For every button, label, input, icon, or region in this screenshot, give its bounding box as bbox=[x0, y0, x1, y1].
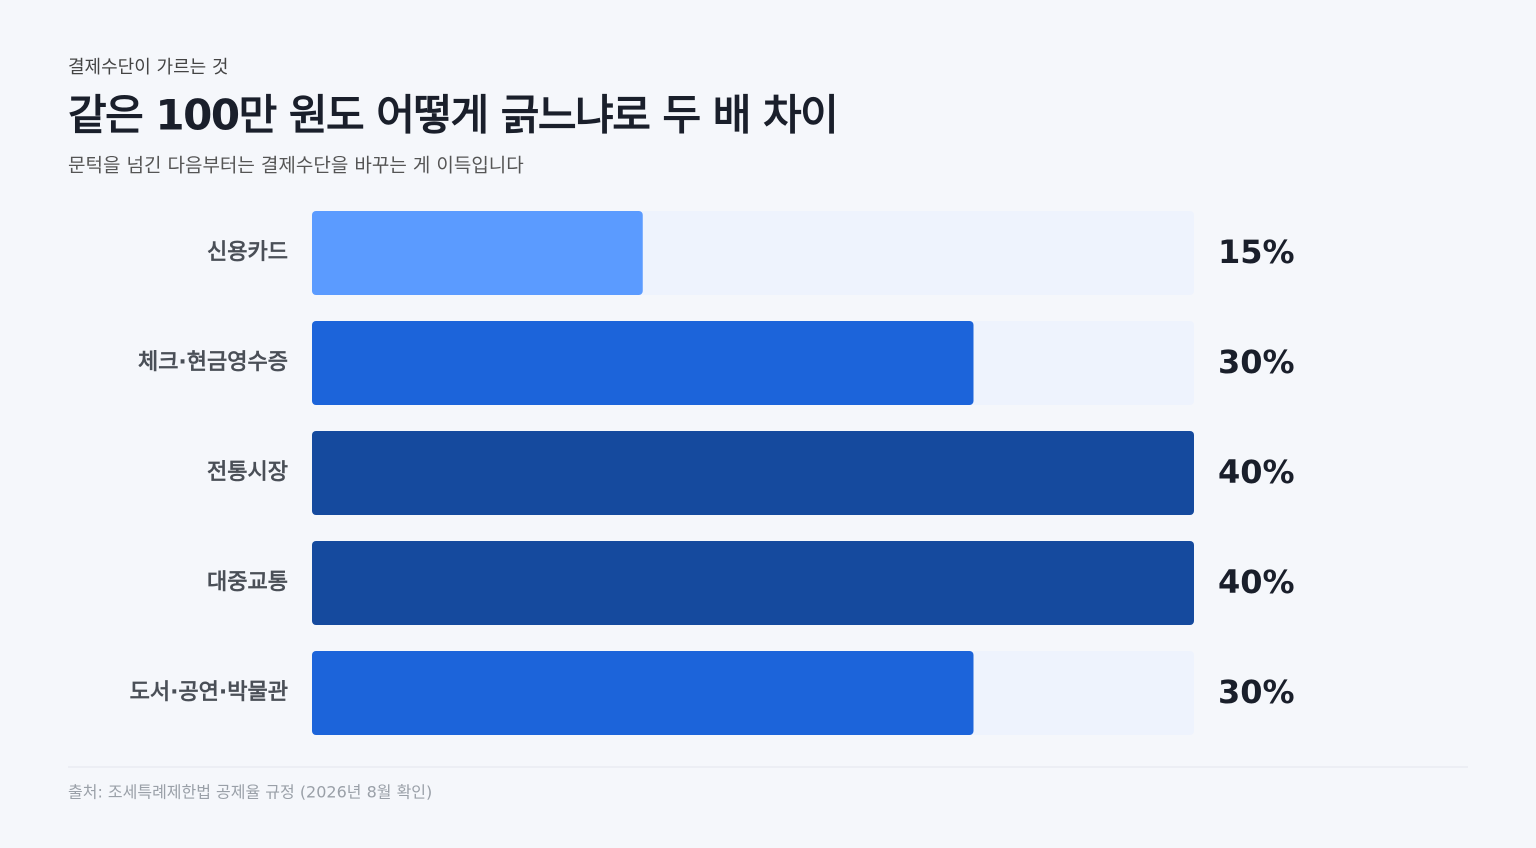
bar bbox=[312, 541, 1194, 625]
chart-title: 같은 100만 원도 어떻게 긁느냐로 두 배 차이 bbox=[68, 91, 837, 140]
category-label: 신용카드 bbox=[207, 240, 288, 265]
category-label: 전통시장 bbox=[207, 460, 288, 485]
value-label: 30% bbox=[1218, 673, 1295, 711]
eyebrow: 결제수단이 가르는 것 bbox=[68, 57, 228, 78]
value-label: 30% bbox=[1218, 343, 1295, 381]
category-label: 도서·공연·박물관 bbox=[130, 680, 288, 705]
category-label: 체크·현금영수증 bbox=[138, 350, 288, 375]
bar bbox=[312, 211, 643, 295]
bar bbox=[312, 321, 974, 405]
category-label: 대중교통 bbox=[207, 570, 288, 595]
source-note: 출처: 조세특례제한법 공제율 규정 (2026년 8월 확인) bbox=[68, 783, 432, 802]
value-label: 15% bbox=[1218, 233, 1295, 271]
bar bbox=[312, 651, 974, 735]
value-label: 40% bbox=[1218, 453, 1295, 491]
chart-subtitle: 문턱을 넘긴 다음부터는 결제수단을 바꾸는 게 이득입니다 bbox=[68, 155, 524, 177]
bar bbox=[312, 431, 1194, 515]
value-label: 40% bbox=[1218, 563, 1295, 601]
